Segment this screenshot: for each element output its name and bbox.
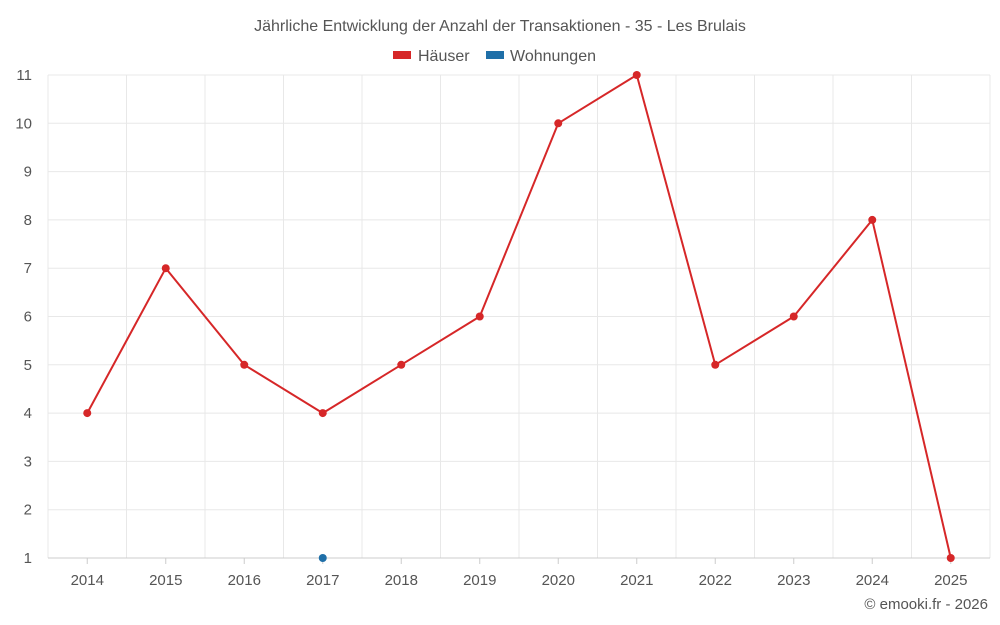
data-point-0-4[interactable] — [397, 360, 406, 369]
x-tick-label: 2024 — [856, 572, 889, 589]
x-tick-label: 2018 — [385, 572, 418, 589]
grid — [47, 74, 991, 559]
legend-item-0[interactable]: Häuser — [393, 48, 470, 65]
y-tick-label: 8 — [24, 212, 32, 229]
data-point-0-1[interactable] — [161, 264, 170, 273]
credit-text: © emooki.fr - 2026 — [864, 596, 988, 613]
legend-item-1[interactable]: Wohnungen — [486, 48, 596, 65]
data-point-0-0[interactable] — [83, 409, 92, 418]
y-tick-label: 9 — [24, 164, 32, 181]
x-tick-label: 2016 — [228, 572, 261, 589]
x-tick-label: 2021 — [620, 572, 653, 589]
legend-swatch-0 — [393, 51, 411, 59]
x-tick-label: 2019 — [463, 572, 496, 589]
x-tick-label: 2017 — [306, 572, 339, 589]
y-tick-label: 1 — [24, 550, 32, 567]
y-tick-label: 2 — [24, 502, 32, 519]
legend-label-0: Häuser — [418, 48, 470, 65]
data-point-0-8[interactable] — [711, 360, 720, 369]
data-point-0-5[interactable] — [475, 312, 484, 321]
data-point-0-9[interactable] — [789, 312, 798, 321]
data-point-0-7[interactable] — [632, 71, 641, 79]
x-tick-label: 2023 — [777, 572, 810, 589]
data-point-1-3[interactable] — [318, 554, 327, 562]
series-line-0 — [86, 74, 952, 559]
x-tick-label: 2022 — [699, 572, 732, 589]
data-point-0-2[interactable] — [240, 360, 249, 369]
x-tick-label: 2014 — [71, 572, 104, 589]
y-tick-label: 10 — [15, 115, 32, 132]
legend: Häuser Wohnungen — [393, 48, 596, 65]
y-tick-label: 6 — [24, 309, 32, 326]
data-point-0-10[interactable] — [868, 215, 877, 224]
x-tick-label: 2015 — [149, 572, 182, 589]
x-tick-label: 2025 — [934, 572, 967, 589]
chart-title: Jährliche Entwicklung der Anzahl der Tra… — [254, 18, 746, 35]
y-tick-label: 3 — [24, 453, 32, 470]
y-tick-label: 7 — [24, 260, 32, 277]
data-point-0-6[interactable] — [554, 119, 563, 128]
y-tick-label: 4 — [24, 405, 32, 422]
x-tick-label: 2020 — [542, 572, 575, 589]
data-point-0-11[interactable] — [946, 554, 955, 562]
series — [83, 71, 955, 562]
legend-swatch-1 — [486, 51, 504, 59]
axes: 1 2 3 4 5 6 7 8 9 10 11 2014 2015 2016 2017 2018 2019 202… — [15, 67, 990, 589]
legend-label-1: Wohnungen — [510, 48, 596, 65]
data-point-0-3[interactable] — [318, 409, 327, 418]
y-tick-label: 5 — [24, 357, 32, 374]
y-tick-label: 11 — [16, 67, 32, 84]
